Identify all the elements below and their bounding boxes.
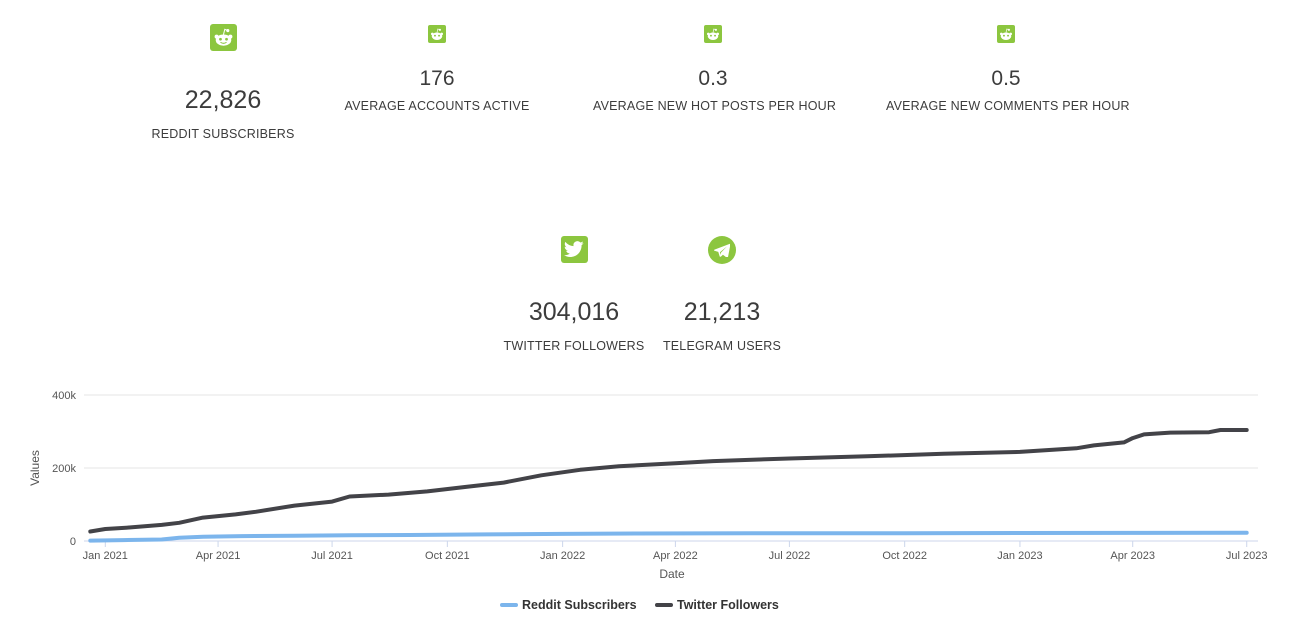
reddit-icon — [428, 25, 446, 43]
stat-comments: 0.5 AVERAGE NEW COMMENTS PER HOUR — [886, 25, 1130, 113]
stat-telegram-users: 21,213 TELEGRAM USERS — [652, 236, 792, 353]
x-tick-label: Oct 2021 — [425, 550, 470, 562]
chart-grid — [84, 394, 1258, 542]
x-axis-ticks: Jan 2021 Apr 2021 Jul 2021 Oct 2021 Jan 2022… — [83, 541, 1268, 562]
y-tick-label: 200k — [52, 463, 76, 475]
x-axis-title: Date — [659, 567, 685, 581]
stat-twitter-followers: 304,016 TWITTER FOLLOWERS — [494, 236, 654, 353]
y-axis-ticks: 0 200k 400k — [52, 390, 76, 548]
chart-legend: Reddit Subscribers Twitter Followers — [500, 598, 779, 612]
hot-posts-value: 0.3 — [698, 67, 728, 90]
comments-label: AVERAGE NEW COMMENTS PER HOUR — [886, 99, 1130, 113]
reddit-icon — [209, 24, 237, 51]
telegram-icon — [708, 236, 736, 264]
reddit-icon — [704, 25, 722, 43]
x-tick-label: Apr 2023 — [1110, 550, 1155, 562]
x-tick-label: Jul 2021 — [311, 550, 353, 562]
x-tick-label: Jul 2022 — [769, 550, 811, 562]
x-tick-label: Apr 2021 — [196, 550, 241, 562]
x-tick-label: Apr 2022 — [653, 550, 698, 562]
accounts-active-label: AVERAGE ACCOUNTS ACTIVE — [344, 99, 530, 113]
y-tick-label: 400k — [52, 390, 76, 402]
y-axis-title: Values — [28, 450, 42, 486]
comments-value: 0.5 — [991, 67, 1021, 90]
telegram-users-label: TELEGRAM USERS — [662, 339, 782, 353]
stat-accounts-active: 176 AVERAGE ACCOUNTS ACTIVE — [337, 25, 537, 113]
series-line-reddit-subscribers — [88, 530, 1249, 543]
x-tick-label: Oct 2022 — [882, 550, 927, 562]
stat-reddit-subscribers: 22,826 REDDIT SUBSCRIBERS — [143, 24, 303, 141]
legend-item-label[interactable]: Reddit Subscribers — [522, 598, 637, 612]
reddit-subscribers-label: REDDIT SUBSCRIBERS — [151, 127, 295, 141]
x-tick-label: Jan 2023 — [997, 550, 1042, 562]
telegram-users-value: 21,213 — [683, 298, 761, 326]
x-tick-label: Jul 2023 — [1226, 550, 1268, 562]
followers-line-chart: 0 200k 400k Jan 2021 Apr 2021 Jul 2021 Oct 20… — [28, 390, 1268, 612]
twitter-followers-value: 304,016 — [528, 298, 620, 326]
twitter-followers-label: TWITTER FOLLOWERS — [503, 339, 645, 353]
series-line-twitter-followers — [88, 428, 1249, 534]
reddit-icon — [997, 25, 1015, 43]
x-tick-label: Jan 2022 — [540, 550, 585, 562]
accounts-active-value: 176 — [419, 67, 455, 90]
chart-series — [88, 428, 1249, 543]
stat-hot-posts: 0.3 AVERAGE NEW HOT POSTS PER HOUR — [593, 25, 837, 113]
x-tick-label: Jan 2021 — [83, 550, 128, 562]
hot-posts-label: AVERAGE NEW HOT POSTS PER HOUR — [593, 99, 837, 113]
y-tick-label: 0 — [70, 536, 76, 548]
twitter-icon — [560, 236, 588, 263]
reddit-subscribers-value: 22,826 — [184, 86, 262, 114]
legend-item-label[interactable]: Twitter Followers — [677, 598, 779, 612]
